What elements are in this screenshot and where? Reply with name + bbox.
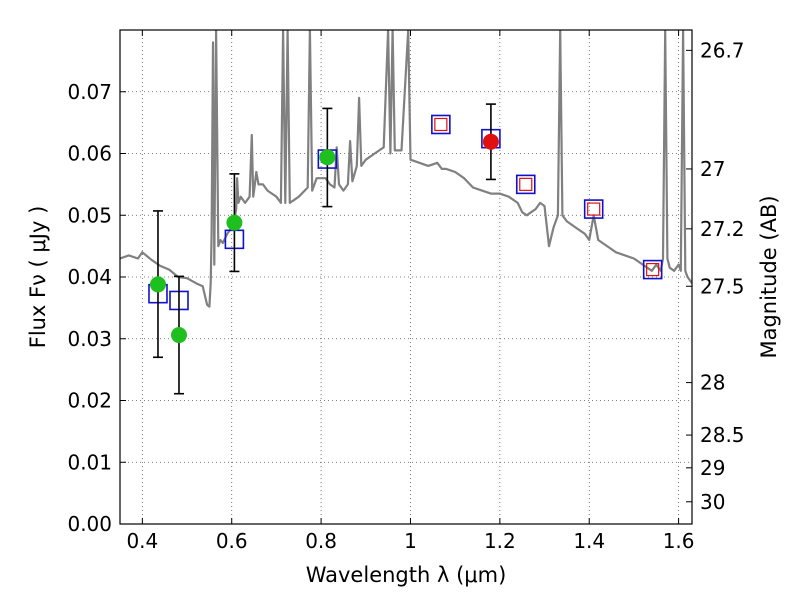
right-tick-label: 27 bbox=[700, 157, 725, 181]
right-tick-label: 27.5 bbox=[700, 274, 745, 298]
y-tick-label: 0.02 bbox=[67, 389, 112, 413]
right-tick-label: 26.7 bbox=[700, 38, 745, 62]
x-tick-label: 1.6 bbox=[663, 529, 695, 553]
x-tick-label: 1.2 bbox=[484, 529, 516, 553]
observed-point bbox=[226, 214, 243, 231]
observed-point bbox=[170, 327, 187, 344]
observed-open-square bbox=[434, 117, 448, 132]
axis-ticks: 0.4 0.6 0.8 1 1.2 1.4 1.6 0.00 0.01 0.02 0.03 0.04 0… bbox=[67, 30, 745, 553]
y-tick-label: 0.01 bbox=[67, 450, 112, 474]
model-photometry-square bbox=[642, 259, 663, 280]
plot-area bbox=[120, 30, 692, 395]
observed-point bbox=[319, 149, 336, 166]
x-tick-label: 0.4 bbox=[126, 529, 158, 553]
model-photometry-square bbox=[431, 114, 451, 135]
model-photometry-square bbox=[515, 174, 536, 195]
x-tick-label: 0.6 bbox=[216, 529, 248, 553]
y-axis-label: Flux Fν ( μJy ) bbox=[26, 206, 50, 349]
y-tick-label: 0.07 bbox=[67, 80, 112, 104]
y-tick-label: 0.03 bbox=[67, 327, 112, 351]
observed-open-square bbox=[519, 177, 533, 191]
sed-model-line bbox=[120, 30, 692, 308]
x-tick-label: 0.8 bbox=[305, 529, 337, 553]
y-tick-label: 0.06 bbox=[67, 142, 112, 166]
x-tick-label: 1 bbox=[404, 529, 417, 553]
right-tick-label: 27.2 bbox=[700, 217, 745, 241]
y-tick-label: 0.00 bbox=[67, 512, 112, 536]
y-tick-label: 0.05 bbox=[67, 203, 112, 227]
x-axis-label: Wavelength λ (μm) bbox=[306, 563, 507, 587]
right-tick-label: 28 bbox=[700, 371, 725, 395]
right-tick-label: 30 bbox=[700, 490, 725, 514]
observed-point bbox=[482, 133, 499, 150]
observed-open-square bbox=[587, 202, 601, 216]
observed-open-square bbox=[646, 262, 660, 277]
x-tick-label: 1.4 bbox=[573, 529, 605, 553]
right-tick-label: 28.5 bbox=[700, 423, 745, 447]
right-axis-label: Magnitude (AB) bbox=[757, 195, 781, 358]
observed-point bbox=[149, 276, 166, 293]
right-tick-label: 29 bbox=[700, 456, 725, 480]
model-photometry-square bbox=[583, 199, 604, 219]
y-tick-label: 0.04 bbox=[67, 265, 112, 289]
